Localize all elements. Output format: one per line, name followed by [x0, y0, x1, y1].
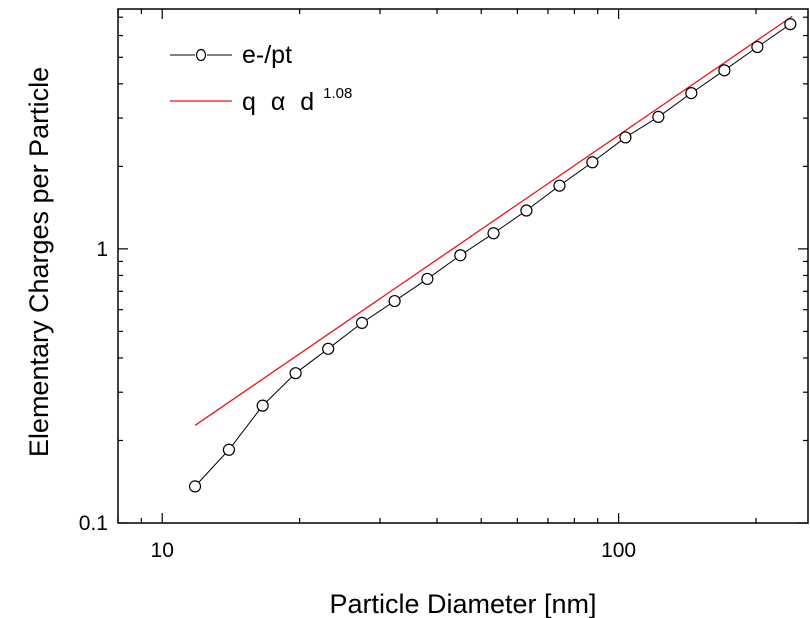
data-point: [652, 110, 665, 124]
legend-fit-d: d: [300, 88, 314, 116]
legend-fit-exponent: 1.08: [323, 85, 352, 102]
data-point: [222, 443, 236, 456]
data-point: [322, 342, 335, 355]
data-point: [355, 316, 369, 329]
data-series: [188, 18, 797, 493]
y-axis-title: Elementary Charges per Particle: [24, 67, 54, 457]
data-point: [487, 227, 500, 240]
y-tick-labels: 0.11: [79, 238, 108, 535]
y-tick-label: 1: [96, 238, 108, 261]
data-point: [289, 367, 302, 380]
fit-series: [194, 15, 793, 426]
y-tick-label: 0.1: [79, 512, 108, 535]
axis-ticks: [117, 9, 808, 524]
data-point: [388, 294, 401, 308]
legend-fit-alpha: α: [271, 88, 285, 116]
x-axis-title: Particle Diameter [nm]: [329, 589, 596, 618]
fit-line: [194, 15, 793, 426]
legend-data-label: e-/pt: [242, 41, 292, 69]
legend: e-/pt q α d 1.08: [170, 41, 352, 116]
data-point: [256, 399, 269, 412]
x-tick-labels: 10 100: [151, 539, 637, 562]
x-tick-label: 100: [601, 539, 636, 562]
data-point: [784, 18, 797, 31]
data-point: [751, 40, 764, 54]
data-point: [454, 249, 467, 262]
plot-frame: [117, 8, 809, 524]
data-point: [718, 64, 731, 77]
data-point: [421, 272, 434, 286]
data-point: [188, 480, 202, 493]
legend-circle-marker: [195, 48, 207, 62]
data-point: [553, 179, 566, 192]
legend-fit-label: q α d 1.08: [242, 85, 352, 116]
data-point: [685, 87, 698, 100]
data-point: [586, 156, 599, 169]
data-point: [619, 131, 632, 144]
x-tick-label: 10: [151, 539, 174, 562]
legend-fit-q: q: [242, 88, 256, 116]
data-point: [520, 204, 533, 217]
